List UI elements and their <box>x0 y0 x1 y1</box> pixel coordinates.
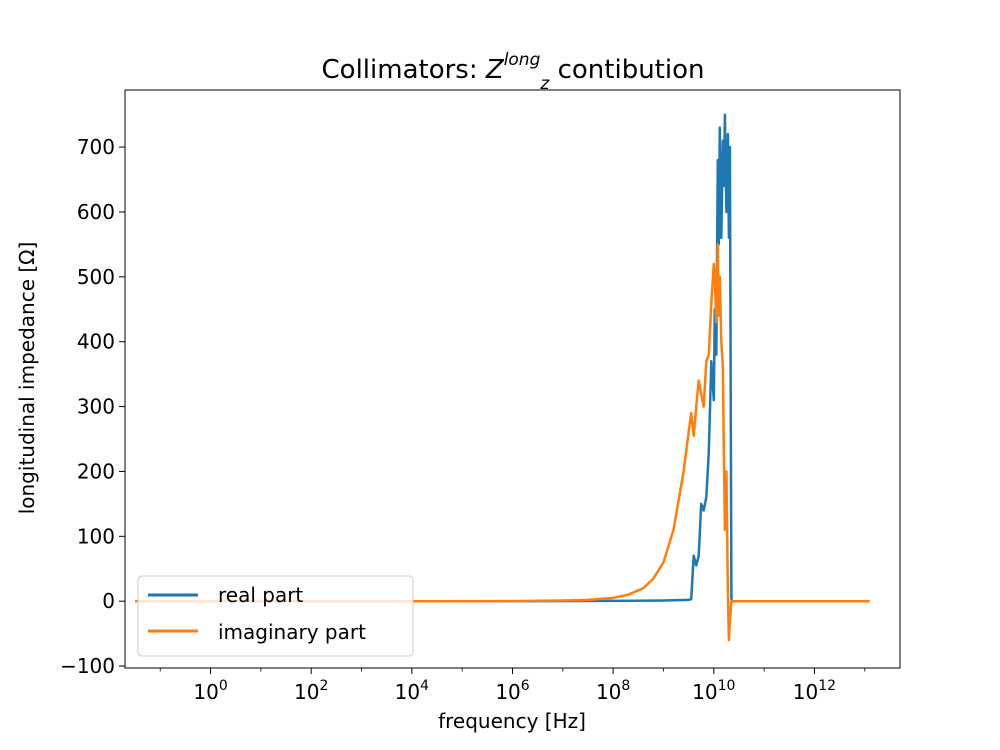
title-subscript: z <box>539 74 550 94</box>
legend-label-real: real part <box>218 583 303 607</box>
legend-label-imaginary: imaginary part <box>218 620 366 644</box>
y-tick-label: 100 <box>77 524 115 548</box>
title-superscript: long <box>504 50 541 70</box>
y-tick-label: −100 <box>60 654 115 678</box>
x-tick-label: 106 <box>495 678 529 704</box>
x-tick-label: 108 <box>596 678 630 704</box>
title-prefix: Collimators: <box>322 55 486 85</box>
title-symbol: Z <box>485 55 505 85</box>
x-axis-label: frequency [Hz] <box>438 709 586 733</box>
x-tick-label: 104 <box>395 678 429 704</box>
y-tick-label: 600 <box>77 200 115 224</box>
y-tick-label: 0 <box>102 589 115 613</box>
y-tick-label: 400 <box>77 330 115 354</box>
y-axis-label: longitudinal impedance [Ω] <box>15 242 39 515</box>
x-tick-label: 102 <box>294 678 328 704</box>
x-axis-ticks: 100 102 104 106 108 1010 1012 <box>159 668 866 704</box>
legend-box <box>137 575 414 657</box>
y-tick-label: 200 <box>77 459 115 483</box>
x-tick-label: 100 <box>193 678 227 704</box>
series-line-real <box>135 113 734 603</box>
y-tick-label: 300 <box>77 395 115 419</box>
y-tick-label: 700 <box>77 135 115 159</box>
x-tick-label: 1010 <box>692 678 735 704</box>
chart-title: Collimators: Zlong z contibution <box>322 50 705 94</box>
title-suffix: contibution <box>549 55 704 85</box>
x-tick-label: 1012 <box>793 678 836 704</box>
y-axis-ticks: −100 0 100 200 300 400 500 600 700 <box>60 135 125 678</box>
series-line-imaginary <box>135 243 870 642</box>
legend: real part imaginary part <box>137 575 414 657</box>
y-tick-label: 500 <box>77 265 115 289</box>
series-layer <box>135 113 870 642</box>
